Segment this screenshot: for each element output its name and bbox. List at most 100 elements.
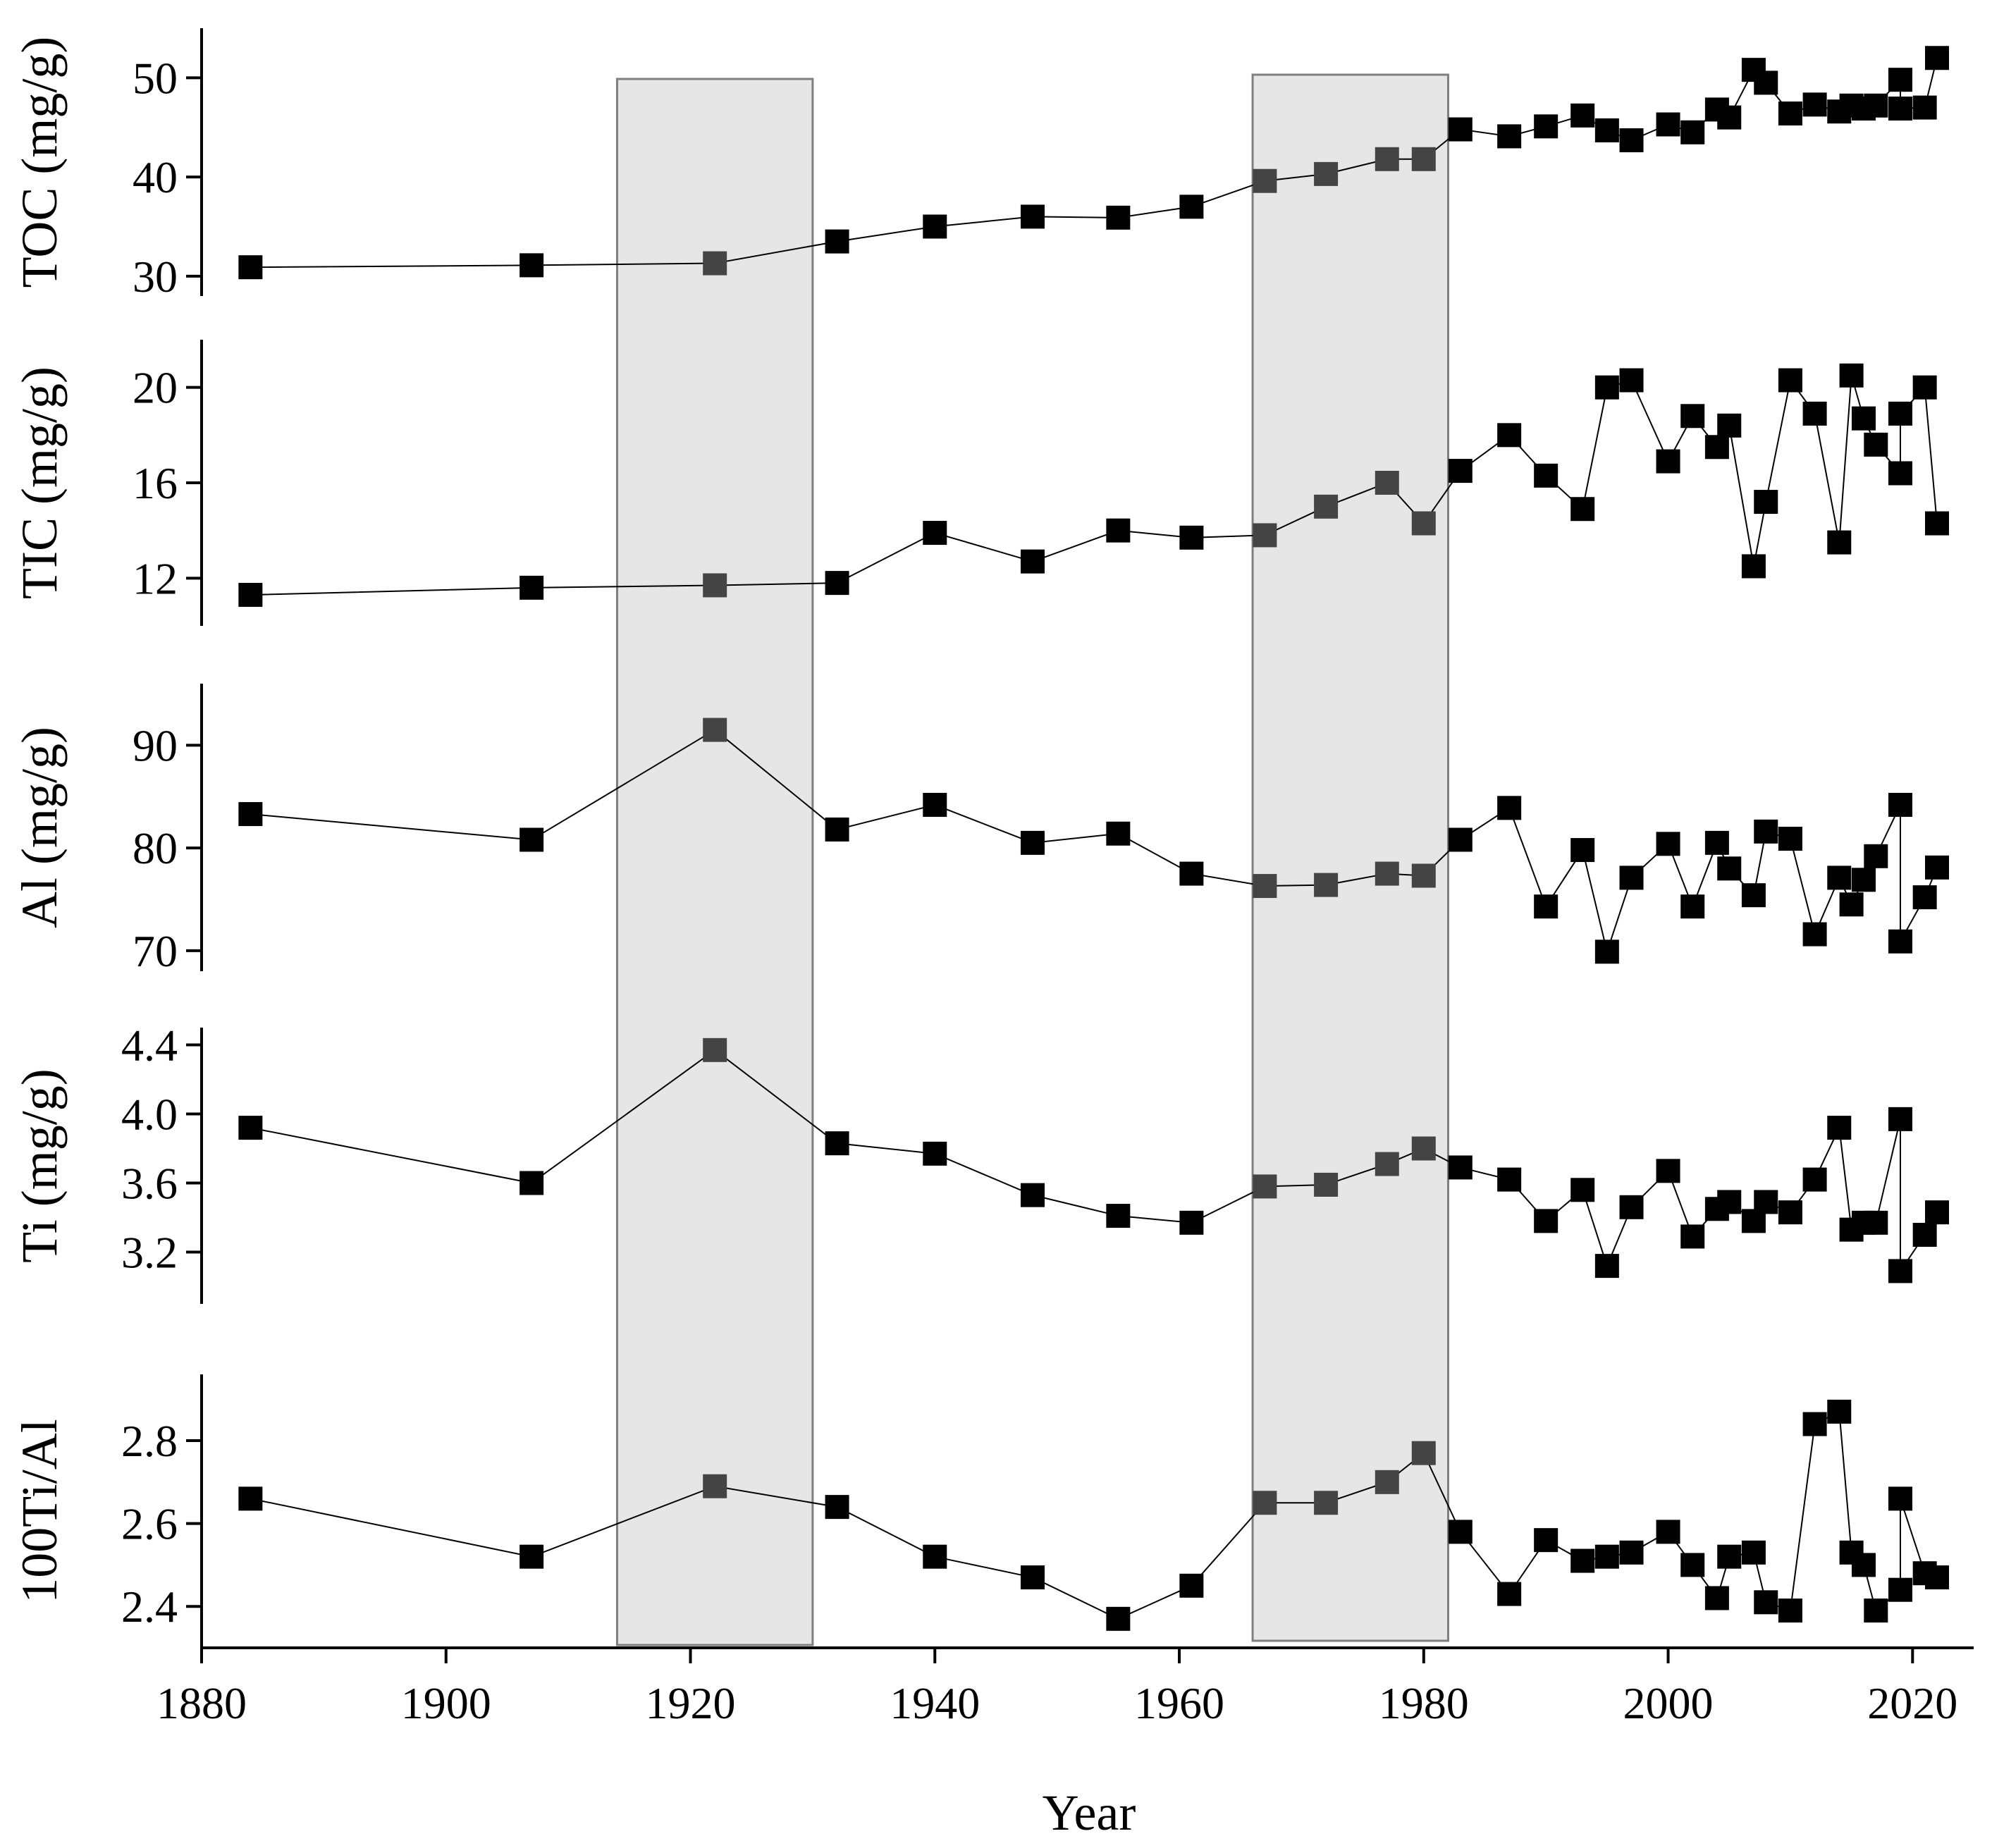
data-series <box>238 46 1949 1631</box>
data-point <box>1020 830 1045 855</box>
data-point <box>703 1474 727 1498</box>
y-tick-label: 12 <box>133 553 178 603</box>
axes <box>186 28 1974 1663</box>
data-point <box>1912 95 1937 120</box>
y-tick-label: 4.0 <box>121 1090 178 1140</box>
data-point <box>1704 830 1729 855</box>
data-point <box>1802 92 1827 117</box>
data-point <box>1534 1528 1558 1553</box>
data-point <box>1888 1259 1912 1283</box>
data-point <box>1912 1223 1937 1247</box>
data-point <box>1497 1167 1522 1192</box>
data-point <box>1754 70 1778 95</box>
data-point <box>825 229 849 254</box>
data-point <box>1778 1598 1802 1623</box>
data-point <box>1534 894 1558 919</box>
data-point <box>1448 1155 1473 1180</box>
data-point <box>1704 1586 1729 1610</box>
data-point <box>1570 1178 1595 1202</box>
data-point <box>1253 1491 1277 1515</box>
y-axis-title: 100Ti/Al <box>11 1419 68 1603</box>
data-point <box>1717 1544 1742 1569</box>
data-point <box>1253 523 1277 548</box>
data-point <box>1778 827 1802 851</box>
data-point <box>1375 1152 1399 1176</box>
data-point <box>825 1495 849 1520</box>
data-point <box>923 792 947 817</box>
data-point <box>1448 459 1473 483</box>
data-point <box>1619 1195 1644 1219</box>
data-point <box>1851 406 1876 431</box>
data-point <box>1619 866 1644 890</box>
shaded-interval <box>615 78 814 1646</box>
data-point <box>1375 471 1399 495</box>
data-point <box>1375 147 1399 171</box>
data-point <box>1888 68 1912 92</box>
data-point <box>1448 827 1473 852</box>
data-point <box>1778 101 1802 126</box>
data-point <box>1827 1116 1852 1140</box>
data-point <box>1448 1520 1473 1544</box>
series-line <box>250 1410 1938 1620</box>
data-point <box>1851 868 1876 892</box>
y-tick-label: 3.2 <box>121 1228 178 1278</box>
data-point <box>1253 874 1277 899</box>
data-point <box>1179 195 1204 219</box>
data-point <box>1106 1606 1131 1631</box>
y-tick-label: 90 <box>133 720 178 770</box>
data-point <box>1888 97 1912 121</box>
data-point <box>1656 449 1680 474</box>
data-point <box>1802 922 1827 947</box>
data-point <box>1778 368 1802 393</box>
y-axis-title: Al (mg/g) <box>11 727 68 928</box>
data-point <box>1680 894 1705 919</box>
data-point <box>1741 1540 1766 1565</box>
y-axis-title: TIC (mg/g) <box>11 366 68 599</box>
data-point <box>1411 1441 1436 1465</box>
y-tick-label: 2.6 <box>121 1499 178 1549</box>
x-tick-label: 1960 <box>1134 1678 1224 1728</box>
data-point <box>1888 929 1912 954</box>
data-point <box>238 1116 263 1140</box>
data-point <box>1864 93 1888 118</box>
data-point <box>703 717 727 742</box>
data-point <box>1570 838 1595 863</box>
data-point <box>519 827 544 852</box>
data-point <box>1179 1573 1204 1598</box>
data-point <box>1802 1167 1827 1192</box>
data-point <box>1656 1159 1680 1183</box>
data-point <box>1680 120 1705 144</box>
y-tick-label: 2.4 <box>121 1582 178 1632</box>
data-point <box>1411 511 1436 536</box>
data-point <box>923 214 947 239</box>
data-point <box>1827 530 1852 555</box>
data-point <box>519 1171 544 1195</box>
data-point <box>1570 1548 1595 1573</box>
data-point <box>1497 423 1522 448</box>
x-tick-label: 1980 <box>1379 1678 1469 1728</box>
data-point <box>1864 1210 1888 1235</box>
data-point <box>1106 821 1131 846</box>
data-point <box>1864 432 1888 457</box>
data-point <box>238 802 263 827</box>
data-point <box>1020 549 1045 574</box>
data-point <box>1717 856 1742 881</box>
y-tick-label: 50 <box>133 53 178 103</box>
data-point <box>1253 1174 1277 1199</box>
x-axis-title: Year <box>1043 1785 1136 1841</box>
data-point <box>1020 1565 1045 1590</box>
data-point <box>1656 832 1680 856</box>
data-point <box>1839 363 1864 388</box>
labels: 30 40 50 TOC (mg/g) 12 16 20 TIC (mg/g) 70 80 90 Al… <box>11 37 1957 1728</box>
data-point <box>1619 1540 1644 1565</box>
data-point <box>1570 497 1595 522</box>
data-point <box>1802 1412 1827 1436</box>
data-point <box>1754 490 1778 515</box>
data-point <box>1594 375 1619 400</box>
data-point <box>1912 375 1937 400</box>
x-tick-label: 1880 <box>156 1678 247 1728</box>
data-point <box>519 253 544 278</box>
data-point <box>1924 855 1949 880</box>
data-point <box>1704 435 1729 460</box>
x-tick-label: 1920 <box>646 1678 736 1728</box>
